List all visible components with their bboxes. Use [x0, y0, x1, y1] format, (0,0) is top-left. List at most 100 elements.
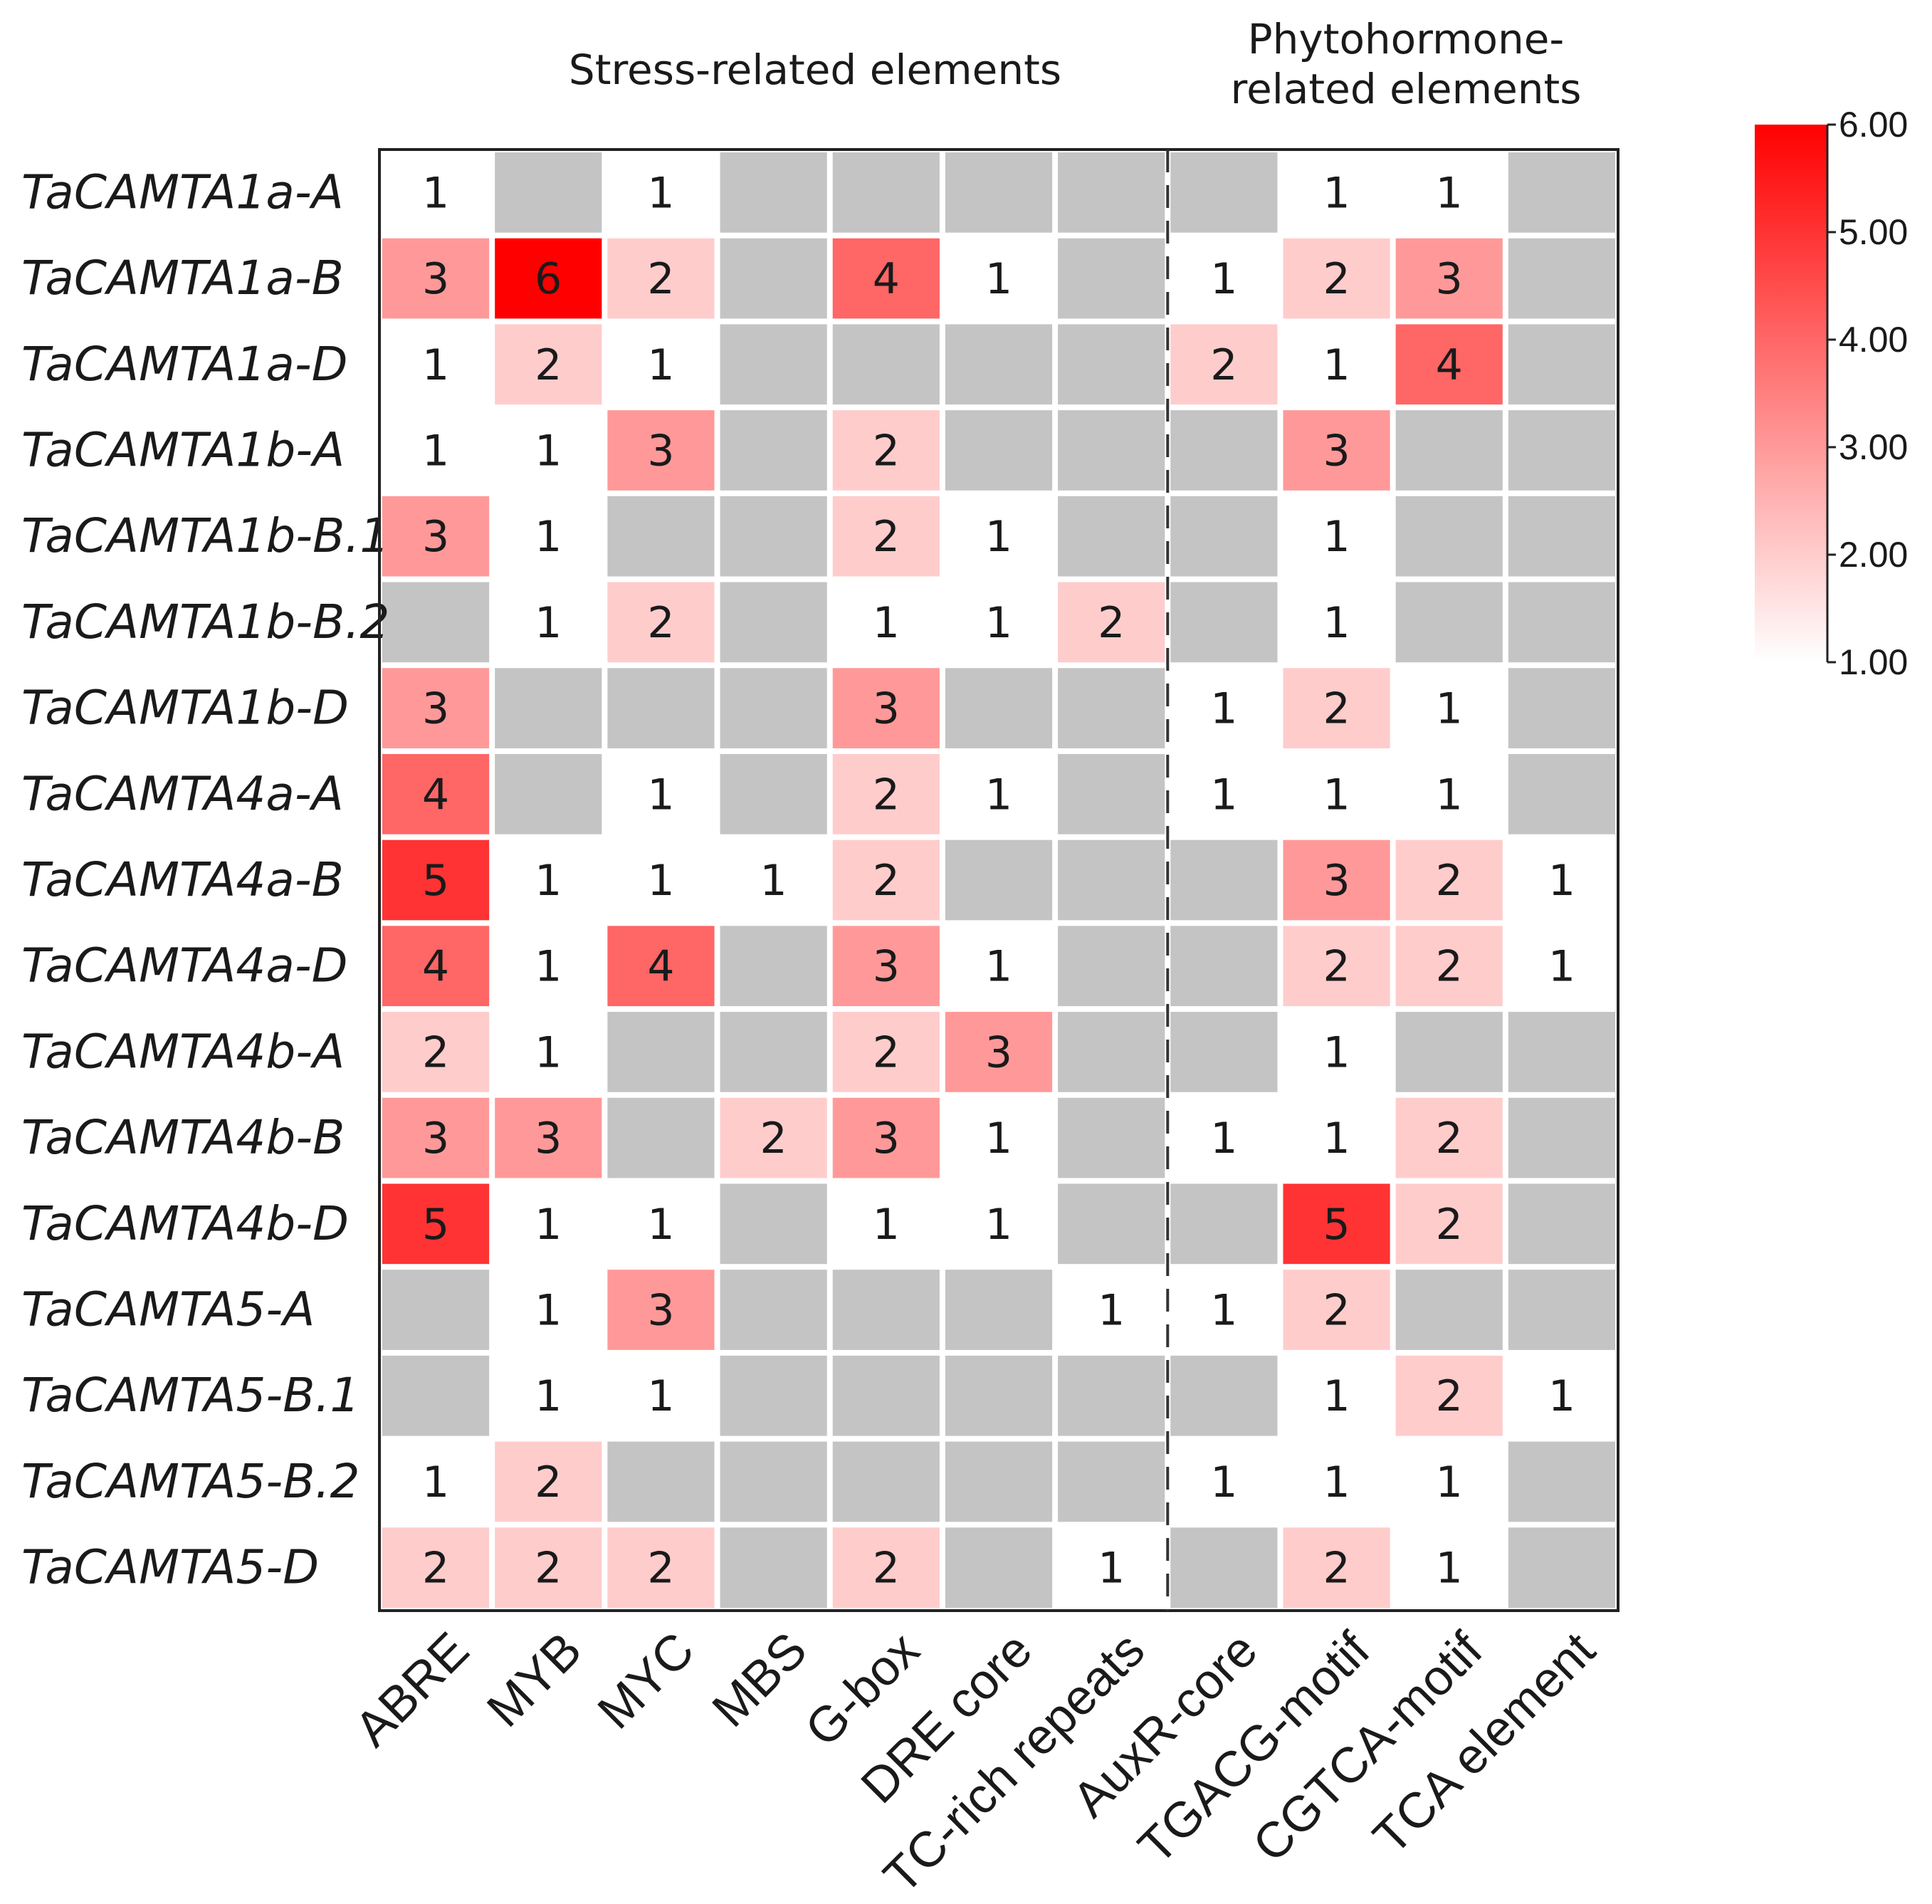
heatmap-cell — [1395, 1527, 1503, 1608]
heatmap-cell — [945, 324, 1053, 405]
cell-value: 2 — [760, 1114, 787, 1163]
cell-value: 1 — [873, 1200, 900, 1250]
heatmap-cell — [720, 753, 827, 835]
heatmap-cell — [1395, 1012, 1503, 1092]
cell-value: 1 — [535, 1286, 562, 1336]
cell-value: 1 — [1210, 770, 1237, 820]
heatmap-cell — [1283, 668, 1390, 748]
colorbar-tick-label: 1.00 — [1839, 642, 1908, 682]
heatmap-cell — [1170, 582, 1278, 663]
cell-value: 1 — [1436, 770, 1463, 820]
heatmap-cell — [382, 1012, 490, 1092]
heatmap-cell — [495, 839, 602, 921]
cell-value: 3 — [647, 426, 674, 476]
heatmap-cell — [832, 496, 940, 577]
heatmap-cell — [832, 1097, 940, 1178]
cell-value: 1 — [647, 770, 674, 820]
heatmap-cell — [1058, 582, 1165, 663]
heatmap-cell — [720, 1097, 827, 1178]
cell-value: 1 — [535, 856, 562, 906]
heatmap-cell — [832, 926, 940, 1007]
heatmap-cell — [945, 152, 1053, 233]
heatmap-cell — [1170, 1355, 1278, 1436]
heatmap-cell — [1395, 582, 1503, 663]
heatmap-cell — [1058, 496, 1165, 577]
heatmap-cell — [382, 324, 490, 405]
heatmap-cell — [607, 1355, 715, 1436]
cell-value: 1 — [535, 1371, 562, 1421]
heatmap-cell — [607, 324, 715, 405]
heatmap-cell — [1170, 1183, 1278, 1265]
heatmap-cell — [720, 410, 827, 491]
heatmap-cell — [1283, 152, 1390, 233]
heatmap-cell — [1170, 238, 1278, 319]
cell-value: 4 — [422, 770, 449, 820]
cell-value: 2 — [1436, 856, 1463, 906]
cell-value: 2 — [1323, 1286, 1350, 1336]
heatmap-cell — [1395, 926, 1503, 1007]
heatmap-cell — [382, 1270, 490, 1350]
row-label: TaCAMTA4a-B — [21, 852, 344, 907]
cell-value: 1 — [647, 168, 674, 218]
heatmap-cell — [1283, 839, 1390, 921]
heatmap-cell — [1395, 1183, 1503, 1265]
cell-value: 1 — [535, 942, 562, 992]
heatmap-cell — [720, 926, 827, 1007]
heatmap-cell — [832, 1527, 940, 1608]
heatmap-cell — [832, 753, 940, 835]
row-label: TaCAMTA4a-A — [21, 766, 344, 821]
heatmap-cell — [1170, 1441, 1278, 1522]
heatmap-cell — [945, 1183, 1053, 1265]
heatmap-cell — [1283, 1183, 1390, 1265]
heatmap-cell — [1508, 1183, 1615, 1265]
column-label: MYB — [476, 1621, 592, 1737]
heatmap-cell — [382, 1183, 490, 1265]
cell-value: 3 — [647, 1286, 674, 1336]
heatmap-cell — [1283, 753, 1390, 835]
cell-value: 1 — [873, 598, 900, 648]
cell-value: 4 — [422, 942, 449, 992]
cell-value: 1 — [1210, 254, 1237, 304]
cell-value: 2 — [647, 598, 674, 648]
cell-value: 1 — [1098, 1286, 1125, 1336]
heatmap-cell — [1283, 1355, 1390, 1436]
heatmap-cell — [1283, 926, 1390, 1007]
heatmap-cell — [1283, 1270, 1390, 1350]
heatmap-cell — [382, 238, 490, 319]
heatmap-cell — [1058, 1441, 1165, 1522]
heatmap-cell — [1058, 753, 1165, 835]
cell-value: 1 — [1436, 684, 1463, 734]
heatmap-cell — [945, 582, 1053, 663]
heatmap-cell — [1508, 839, 1615, 921]
cell-value: 2 — [873, 770, 900, 820]
heatmap-cell — [1058, 839, 1165, 921]
heatmap-cell — [832, 582, 940, 663]
heatmap-cell — [607, 238, 715, 319]
cell-value: 3 — [422, 254, 449, 304]
cell-value: 2 — [873, 512, 900, 562]
row-label: TaCAMTA1b-B.1 — [21, 508, 389, 563]
heatmap-cell — [1395, 238, 1503, 319]
cell-value: 1 — [985, 770, 1012, 820]
heatmap-cell — [1508, 1097, 1615, 1178]
heatmap-cell — [1508, 1270, 1615, 1350]
heatmap-cell — [720, 238, 827, 319]
cell-value: 2 — [535, 1544, 562, 1594]
row-label: TaCAMTA1b-B.2 — [21, 595, 389, 649]
cell-value: 5 — [1323, 1200, 1350, 1250]
heatmap-cell — [720, 1183, 827, 1265]
heatmap-cell — [945, 926, 1053, 1007]
cell-value: 2 — [1323, 942, 1350, 992]
heatmap-cell — [1283, 238, 1390, 319]
cell-value: 2 — [873, 1544, 900, 1594]
heatmap-cell — [1058, 410, 1165, 491]
cell-value: 1 — [1436, 1458, 1463, 1507]
heatmap-cell — [382, 1097, 490, 1178]
heatmap-cell — [495, 668, 602, 748]
heatmap-cell — [607, 410, 715, 491]
cell-value: 3 — [422, 684, 449, 734]
cell-value: 1 — [985, 942, 1012, 992]
colorbar-tick-label: 6.00 — [1839, 105, 1908, 145]
heatmap-cell — [1395, 839, 1503, 921]
heatmap-cells: 1 1 1 1 3 6 2 4 1 1 2 3 1 2 1 2 1 4 1 1 3 2 3 3 1 2 1 1 1 2 1 1 2 1 3 3 1 2 1 4… — [382, 152, 1615, 1608]
